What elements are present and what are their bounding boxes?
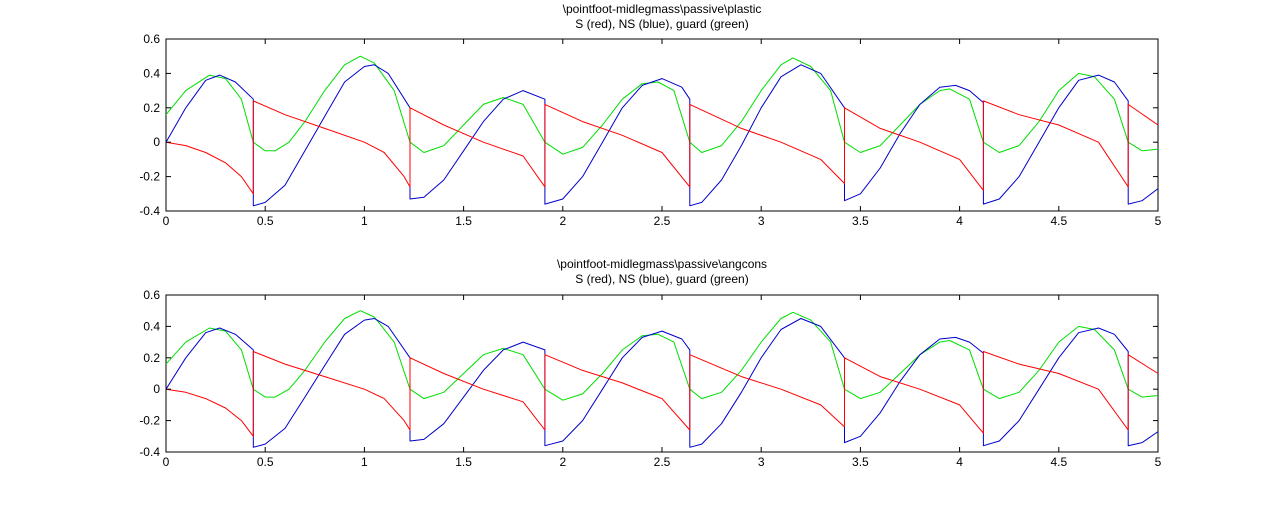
bottom-y-tick-label: 0.2: [143, 351, 160, 365]
subplot-top: \pointfoot-midlegmass\passive\plastic S …: [139, 2, 1161, 228]
top-x-tick-label: 1.5: [455, 214, 472, 228]
bottom-x-tick-label: 0: [163, 455, 170, 469]
subplot-bottom-title-line-2: S (red), NS (blue), guard (green): [575, 272, 748, 286]
bottom-x-tick-label: 5: [1155, 455, 1162, 469]
bottom-x-tick-label: 3.5: [852, 455, 869, 469]
top-x-tick-label: 4: [956, 214, 963, 228]
top-y-tick-label: 0.2: [143, 101, 160, 115]
bottom-x-tick-label: 3: [758, 455, 765, 469]
subplot-top-title-line-2: S (red), NS (blue), guard (green): [575, 17, 748, 31]
bottom-x-tick-label: 0.5: [257, 455, 274, 469]
bottom-y-tick-label: 0.6: [143, 288, 160, 302]
bottom-y-tick-label: 0: [153, 382, 160, 396]
top-x-tick-label: 4.5: [1050, 214, 1067, 228]
top-y-tick-label: 0.6: [143, 32, 160, 46]
top-y-tick-label: 0: [153, 135, 160, 149]
subplot-top-title-line-1: \pointfoot-midlegmass\passive\plastic: [563, 2, 762, 16]
bottom-y-tick-label: -0.2: [139, 414, 160, 428]
top-y-tick-label: -0.2: [139, 170, 160, 184]
top-x-tick-label: 2.5: [654, 214, 671, 228]
bottom-series-1-line: [165, 318, 1159, 448]
subplot-bottom-title-line-1: \pointfoot-midlegmass\passive\angcons: [557, 257, 767, 271]
subplot-bottom: \pointfoot-midlegmass\passive\angcons S …: [139, 257, 1161, 469]
bottom-x-tick-label: 2: [559, 455, 566, 469]
bottom-x-tick-label: 2.5: [654, 455, 671, 469]
bottom-y-tick-label: 0.4: [143, 319, 160, 333]
bottom-y-tick-label: -0.4: [139, 445, 160, 459]
subplot-bottom-plot-area: 0 0.5 1 1.5 2 2.5 3 3.5 4 4.5 5 -0.4 -0.2 0 0.2 0.4 0.6: [139, 288, 1161, 469]
bottom-x-tick-label: 4.5: [1050, 455, 1067, 469]
top-x-tick-label: 3.5: [852, 214, 869, 228]
bottom-axes-box: [165, 294, 1159, 453]
top-y-tick-label: -0.4: [139, 204, 160, 218]
bottom-series-2-line: [165, 310, 1159, 401]
bottom-x-tick-label: 1.5: [455, 455, 472, 469]
subplot-top-plot-area: 0 0.5 1 1.5 2 2.5 3 3.5 4 4.5 5 -0.4 -0.2 0 0.2 0.4 0.6: [139, 32, 1161, 228]
top-series-2-line: [165, 55, 1159, 155]
top-x-tick-label: 1: [361, 214, 368, 228]
top-y-tick-label: 0.4: [143, 66, 160, 80]
top-x-tick-label: 5: [1155, 214, 1162, 228]
top-x-tick-label: 0.5: [257, 214, 274, 228]
top-x-tick-label: 0: [163, 214, 170, 228]
top-series-0-line: [165, 100, 1159, 195]
top-x-tick-label: 2: [559, 214, 566, 228]
bottom-series-0-line: [165, 351, 1159, 437]
bottom-x-tick-label: 1: [361, 455, 368, 469]
top-x-tick-label: 3: [758, 214, 765, 228]
top-axes-box: [165, 38, 1159, 212]
bottom-x-tick-label: 4: [956, 455, 963, 469]
top-series-1-line: [165, 64, 1159, 207]
